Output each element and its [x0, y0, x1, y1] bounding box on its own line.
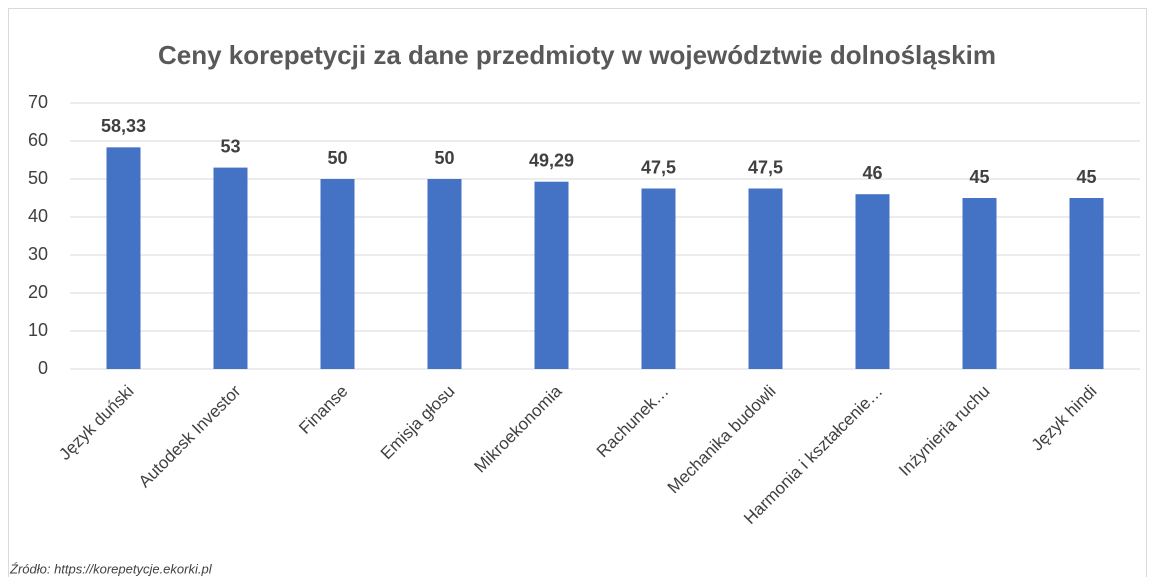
value-label: 53: [220, 136, 240, 156]
bar: [427, 179, 462, 369]
value-label: 47,5: [641, 157, 676, 177]
bar: [106, 147, 141, 369]
value-label: 47,5: [748, 157, 783, 177]
bar: [962, 198, 997, 369]
y-tick-label: 50: [28, 168, 48, 188]
bar: [213, 167, 248, 369]
value-label: 58,33: [101, 116, 146, 136]
chart-title: Ceny korepetycji za dane przedmioty w wo…: [158, 40, 996, 70]
y-tick-label: 0: [38, 358, 48, 378]
y-tick-label: 30: [28, 244, 48, 264]
value-label: 45: [969, 167, 989, 187]
value-label: 50: [434, 148, 454, 168]
value-label: 49,29: [529, 150, 574, 170]
bar: [641, 188, 676, 369]
bar: [855, 194, 890, 369]
bar: [1069, 198, 1104, 369]
y-tick-label: 20: [28, 282, 48, 302]
value-label: 46: [862, 163, 882, 183]
bar: [320, 179, 355, 369]
y-tick-label: 60: [28, 130, 48, 150]
y-tick-label: 70: [28, 92, 48, 112]
value-label: 50: [327, 148, 347, 168]
bar: [534, 181, 569, 369]
value-label: 45: [1076, 167, 1096, 187]
source-note: Źródło: https://korepetycje.ekorki.pl: [9, 561, 213, 576]
y-tick-label: 10: [28, 320, 48, 340]
bar: [748, 188, 783, 369]
y-tick-label: 40: [28, 206, 48, 226]
